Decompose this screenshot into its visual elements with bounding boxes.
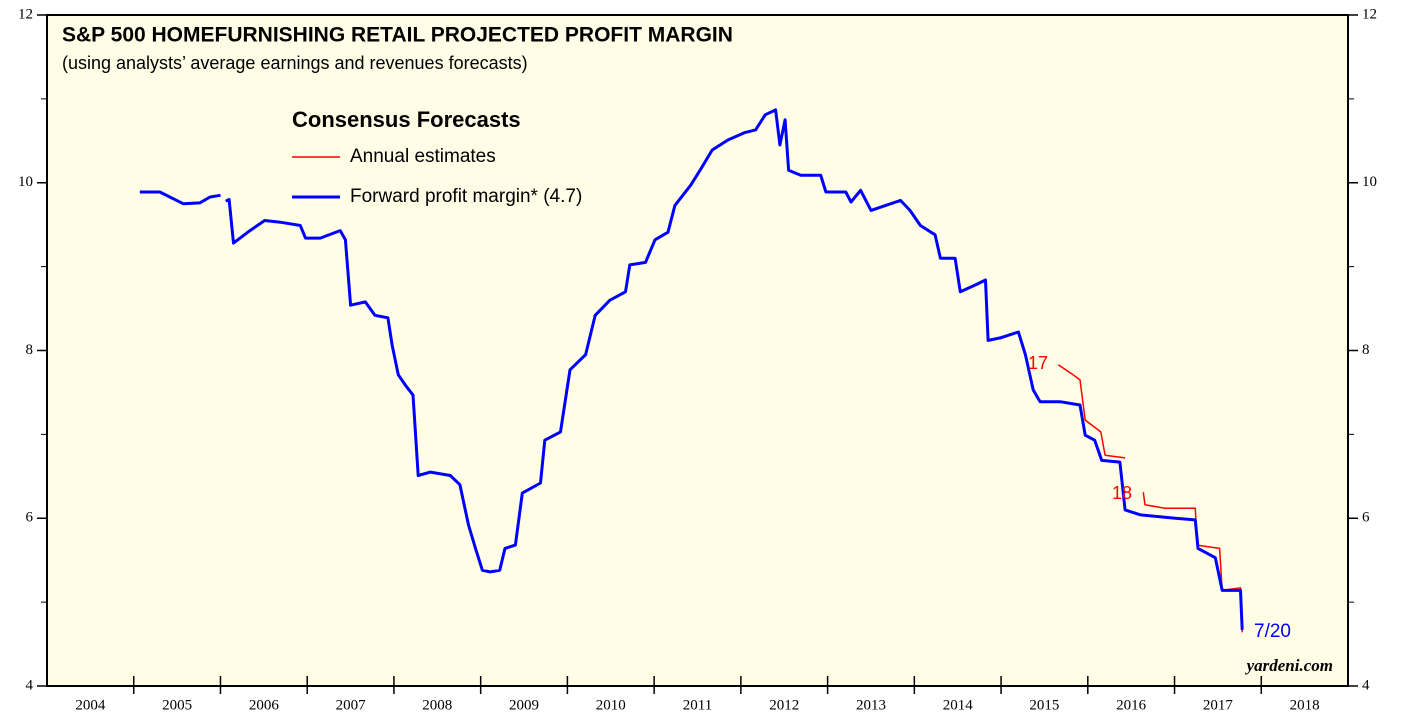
- annotation: 7/20: [1254, 621, 1291, 642]
- y-tick-label: 4: [26, 677, 34, 693]
- x-tick-label: 2004: [75, 697, 106, 713]
- x-tick-label: 2014: [943, 697, 974, 713]
- x-tick-label: 2011: [683, 697, 712, 713]
- annotation: 17: [1028, 353, 1048, 373]
- chart-subtitle: (using analysts’ average earnings and re…: [62, 53, 528, 73]
- x-tick-label: 2008: [422, 697, 452, 713]
- annotation: yardeni.com: [1245, 656, 1333, 675]
- x-tick-label: 2006: [249, 697, 280, 713]
- plot-area: [46, 14, 1349, 687]
- y-tick-label: 6: [26, 510, 34, 526]
- x-tick-label: 2016: [1116, 697, 1147, 713]
- legend-label: Forward profit margin* (4.7): [350, 186, 582, 207]
- chart-title: S&P 500 HOMEFURNISHING RETAIL PROJECTED …: [62, 24, 733, 47]
- y-tick-label: 10: [18, 174, 33, 190]
- x-tick-label: 2005: [162, 697, 192, 713]
- y2-tick-label: 8: [1362, 342, 1370, 358]
- y2-tick-label: 4: [1362, 677, 1370, 693]
- x-tick-label: 2018: [1290, 697, 1320, 713]
- y2-tick-label: 12: [1362, 6, 1377, 22]
- x-tick-label: 2015: [1029, 697, 1059, 713]
- y2-tick-label: 6: [1362, 510, 1370, 526]
- x-tick-label: 2010: [596, 697, 626, 713]
- legend-title: Consensus Forecasts: [292, 107, 521, 132]
- x-tick-label: 2009: [509, 697, 539, 713]
- y2-tick-label: 10: [1362, 174, 1377, 190]
- x-tick-label: 2012: [769, 697, 799, 713]
- x-tick-label: 2017: [1203, 697, 1234, 713]
- x-tick-label: 2007: [336, 697, 367, 713]
- series-line: [139, 108, 1244, 630]
- y-tick-label: 8: [26, 342, 34, 358]
- x-tick-label: 2013: [856, 697, 886, 713]
- legend-label: Annual estimates: [350, 146, 496, 167]
- annotation: 18: [1112, 483, 1132, 503]
- y-tick-label: 12: [18, 6, 33, 22]
